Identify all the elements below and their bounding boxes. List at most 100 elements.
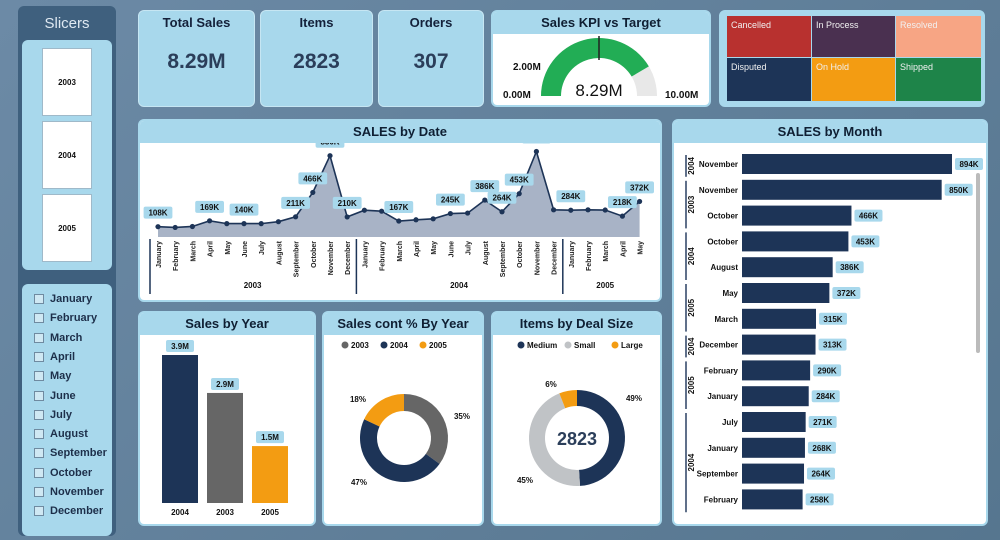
month-checkbox[interactable] [34,390,44,401]
sales-by-date-panel: SALES by Date 108K 169K 140K 211K 466K 850K 21… [138,119,662,302]
month-checkbox[interactable] [34,487,44,497]
month-option-may[interactable]: May [34,368,71,384]
sales-by-date-title: SALES by Date [140,121,660,143]
orders-card: Orders 307 [378,10,484,107]
year-button-2005[interactable]: 2005 [42,194,92,262]
x-tick-label: August [483,240,490,265]
month-option-december[interactable]: December [34,503,103,519]
month-bar [742,412,806,432]
month-checkbox[interactable] [34,313,44,324]
data-label: 108K [148,209,167,218]
year-group-label: 2003 [687,195,696,213]
month-option-august[interactable]: August [34,426,88,442]
data-label: 372K [630,183,649,192]
month-checkbox[interactable] [34,429,44,440]
data-label: 386K [475,182,494,191]
legend-label: Medium [527,341,557,350]
month-checkbox[interactable] [34,448,44,459]
x-tick-label: April [208,241,215,257]
month-bar [742,334,816,355]
sales-by-date-chart: 108K 169K 140K 211K 466K 850K 210K 167K 245K 386K… [143,131,654,294]
month-label: August [710,263,738,272]
sales-point [310,189,316,196]
sales-point [533,148,539,155]
month-bar [742,360,811,381]
sales-point [516,191,522,197]
legend-label: Large [621,341,643,350]
month-option-october[interactable]: October [34,465,92,481]
month-label: March [50,331,83,344]
x-tick-label: November [328,241,335,276]
year-group-label: 2005 [687,298,696,316]
month-label: January [707,444,738,453]
deal-size-chart: Medium Small Large 49% 45% 6% 2823 [517,341,643,486]
data-label: 140K [234,206,253,215]
sales-by-month-panel: SALES by Month November 894K November 850K O… [672,119,988,526]
month-checkbox[interactable] [34,351,44,362]
data-label: 49% [626,394,642,403]
status-cell-shipped[interactable]: Shipped [896,58,981,101]
month-option-november[interactable]: November [34,484,104,500]
sales-point [172,224,178,231]
sales-point [361,207,367,213]
month-bar [742,308,816,329]
month-option-june[interactable]: June [34,388,76,404]
data-label: 167K [389,203,408,212]
data-label-bg [384,201,414,214]
sales-point [327,153,333,159]
year-bar [162,355,198,503]
data-label: 6% [545,380,557,389]
gauge-min-label: 0.00M [503,90,531,101]
year-button-2003[interactable]: 2003 [42,48,92,116]
data-label: 2.9M [216,380,234,389]
month-option-january[interactable]: January [34,291,92,307]
donut-slice [359,419,440,483]
year-group-label: 2004 [687,156,696,174]
total-sales-label: Total Sales [162,15,231,30]
legend-marker [419,341,427,349]
month-checkbox[interactable] [34,467,44,478]
x-tick-label: May [431,241,438,255]
month-checkbox[interactable] [34,371,44,382]
status-cell-on-hold[interactable]: On Hold [812,58,895,101]
sales-point [619,213,625,219]
month-checkbox[interactable] [34,294,44,304]
data-label-bg [256,431,284,444]
data-label: 268K [812,444,831,453]
sales-point [602,207,608,213]
data-label: 290K [818,366,837,375]
data-label-bg [955,158,983,170]
year-group-label: 2004 [687,337,696,355]
data-label-bg [470,180,500,193]
status-cell-resolved[interactable]: Resolved [896,16,981,57]
month-label: January [707,392,738,401]
status-cell-disputed[interactable]: Disputed [727,58,811,101]
legend-marker [341,341,349,349]
month-checkbox[interactable] [34,506,44,517]
year-bar [207,392,243,503]
month-bar [742,257,833,278]
data-label: 315K [823,315,842,324]
orders-value: 307 [413,50,449,73]
month-option-april[interactable]: April [34,349,75,365]
x-tick-label: January [569,241,576,268]
month-label: January [50,293,93,305]
year-button-2004[interactable]: 2004 [42,121,92,189]
month-option-march[interactable]: March [34,330,82,346]
sales-area [158,151,640,237]
month-label: April [50,350,76,363]
status-cell-in-process[interactable]: In Process [812,16,895,57]
status-cell-cancelled[interactable]: Cancelled [727,16,811,57]
month-option-july[interactable]: July [34,407,72,423]
year-group-label: 2003 [244,281,262,290]
month-checkbox[interactable] [34,409,44,420]
sales-by-month-chart: November 894K November 850K October 466K Octob… [685,154,983,513]
sales-by-month-title: SALES by Month [674,121,986,143]
month-option-september[interactable]: September [34,445,107,461]
data-label-bg [556,190,586,203]
month-option-february[interactable]: February [34,310,97,326]
items-value: 2823 [293,50,340,73]
month-checkbox[interactable] [34,332,44,343]
sales-by-year-title: Sales by Year [140,313,314,335]
sales-by-year-panel: Sales by Year 3.9M 2004 2.9M 2003 1.5M 2005 [138,311,316,526]
